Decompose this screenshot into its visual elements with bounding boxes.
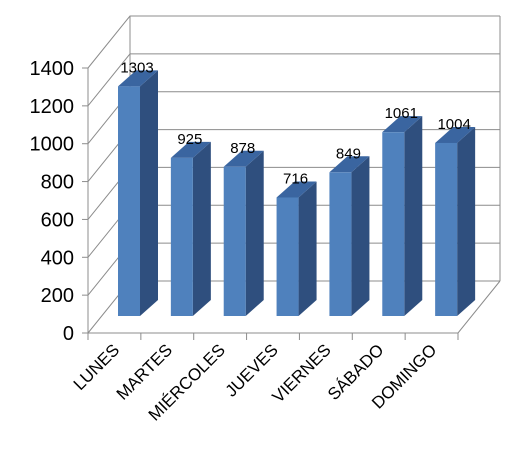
- bar-front: [382, 132, 405, 316]
- bar-domingo: [435, 126, 476, 316]
- bar-side: [404, 116, 423, 317]
- y-tick-label: 600: [41, 209, 74, 231]
- data-label: 716: [283, 170, 308, 187]
- bar-top: [435, 126, 476, 143]
- bar-side: [192, 141, 211, 316]
- data-label: 1303: [120, 59, 153, 76]
- bar-martes: [170, 141, 211, 316]
- bar-side: [140, 70, 158, 316]
- bar-top: [382, 116, 423, 133]
- y-tick-label: 800: [41, 172, 74, 194]
- data-label: 1061: [385, 105, 418, 122]
- bar-side: [298, 181, 317, 316]
- y-tick-label: 200: [41, 285, 74, 307]
- y-tick-label: 1400: [30, 58, 75, 80]
- x-tick-label: LUNES: [70, 340, 124, 394]
- chart-axes: 0 200 400 600 800 1000 1200 1400: [30, 58, 459, 345]
- data-label: 925: [177, 131, 202, 148]
- chart-bars: [118, 70, 476, 317]
- bar-viernes: [329, 156, 370, 316]
- bar-sábado: [382, 116, 423, 317]
- data-label: 878: [230, 140, 255, 157]
- bar-front: [223, 166, 246, 316]
- data-label: 1004: [437, 116, 470, 133]
- y-tick-label: 400: [41, 247, 74, 269]
- x-tick-label: VIERNES: [268, 340, 334, 406]
- bar-miércoles: [223, 150, 264, 316]
- bar-top: [223, 150, 264, 167]
- bar-top: [170, 141, 211, 158]
- bar-front: [276, 197, 299, 316]
- bar-lunes: [118, 70, 158, 316]
- y-tick-label: 1200: [30, 96, 75, 118]
- bar-side: [351, 156, 370, 316]
- bar-front: [118, 86, 140, 316]
- bar-jueves: [276, 181, 317, 316]
- bar-front: [170, 157, 193, 316]
- y-tick-label: 0: [63, 323, 74, 345]
- bar-front: [435, 142, 458, 316]
- bar-side: [245, 150, 264, 316]
- bar-top: [329, 156, 370, 173]
- bar-top: [276, 181, 317, 198]
- y-tick-label: 1000: [30, 134, 75, 156]
- bar-front: [329, 172, 352, 316]
- bar-side: [457, 126, 476, 316]
- data-label: 849: [336, 145, 361, 162]
- bar-top: [118, 70, 158, 87]
